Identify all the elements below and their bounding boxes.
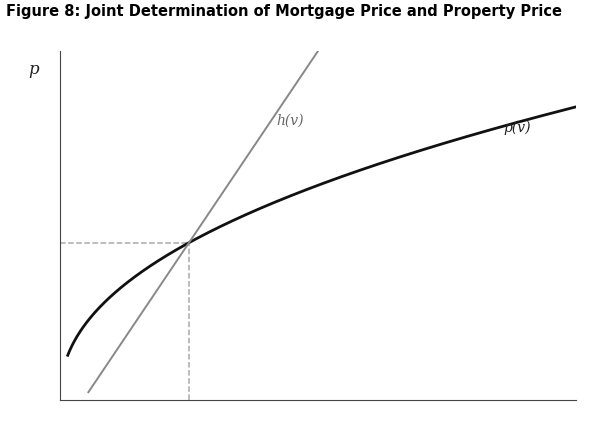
Text: p(v): p(v): [504, 120, 531, 135]
Text: p: p: [29, 62, 40, 79]
Text: h(v): h(v): [277, 113, 304, 128]
Text: Figure 8: Joint Determination of Mortgage Price and Property Price: Figure 8: Joint Determination of Mortgag…: [6, 4, 562, 19]
